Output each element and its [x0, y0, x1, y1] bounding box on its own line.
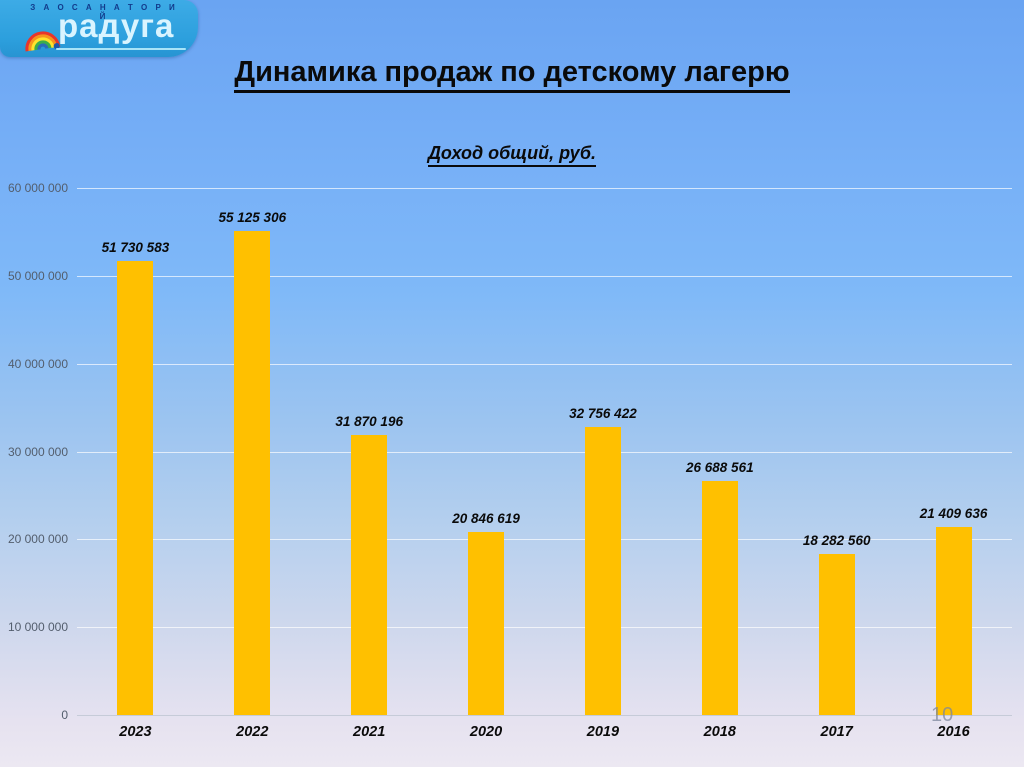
- bar-value-label: 26 688 561: [686, 459, 754, 475]
- gridline: [77, 275, 1012, 277]
- y-axis-tick-label: 60 000 000: [7, 181, 68, 195]
- bar-2017: [818, 554, 855, 715]
- bar-value-label: 21 409 636: [919, 505, 988, 521]
- gridline: [77, 539, 1012, 541]
- bar-value-label: 32 756 422: [569, 406, 637, 422]
- rainbow-icon: [25, 31, 61, 52]
- bar-value-label: 20 846 619: [452, 510, 520, 526]
- logo-company-text: З А О С А Н А Т О Р И Й: [30, 3, 178, 21]
- gridline: [77, 363, 1012, 365]
- bar-value-label: 51 730 583: [101, 239, 170, 255]
- bar-2023: [117, 260, 154, 715]
- gridline: [77, 627, 1012, 629]
- company-logo: З А О С А Н А Т О Р И Й радуга: [0, 0, 198, 57]
- bar-2019: [584, 427, 621, 715]
- y-axis-tick-label: 10 000 000: [7, 620, 68, 635]
- x-axis-label: 2018: [703, 724, 736, 740]
- page-number: 10: [931, 704, 954, 726]
- x-axis-label: 2016: [937, 724, 970, 740]
- bar-2018: [701, 480, 738, 715]
- x-axis-label: 2021: [353, 724, 386, 740]
- gridline: [77, 715, 1012, 716]
- bar-2022: [234, 230, 271, 715]
- y-axis-tick-label: 20 000 000: [7, 532, 68, 547]
- bar-value-label: 55 125 306: [218, 209, 287, 225]
- chart-title: Доход общий, руб.: [427, 143, 597, 167]
- logo-underline: [56, 48, 186, 50]
- bar-2020: [468, 531, 505, 715]
- gridline: [77, 188, 1012, 189]
- gridline: [77, 451, 1012, 453]
- bar-chart: 51 730 583 2023 55 125 306 2022 31 870 196 20…: [0, 181, 1024, 763]
- y-axis-tick-label: 0: [61, 708, 68, 722]
- y-axis-tick-label: 30 000 000: [7, 444, 68, 459]
- x-axis-label: 2023: [119, 724, 152, 740]
- plot-area: 51 730 583 2023 55 125 306 2022 31 870 196 20…: [77, 188, 1012, 740]
- x-axis-label: 2017: [820, 724, 853, 740]
- logo-brand-text: радуга: [58, 7, 175, 44]
- x-axis-label: 2022: [236, 724, 269, 740]
- x-axis-label: 2019: [586, 724, 620, 740]
- y-axis-tick-label: 40 000 000: [7, 356, 68, 371]
- slide-title: Динамика продаж по детскому лагерю: [234, 56, 790, 93]
- bar-2016: [935, 526, 972, 715]
- bar-2021: [351, 435, 388, 715]
- x-axis-label: 2020: [469, 724, 503, 740]
- y-axis-tick-label: 50 000 000: [7, 268, 68, 283]
- bar-value-label: 18 282 560: [802, 533, 871, 549]
- bar-value-label: 31 870 196: [335, 414, 403, 430]
